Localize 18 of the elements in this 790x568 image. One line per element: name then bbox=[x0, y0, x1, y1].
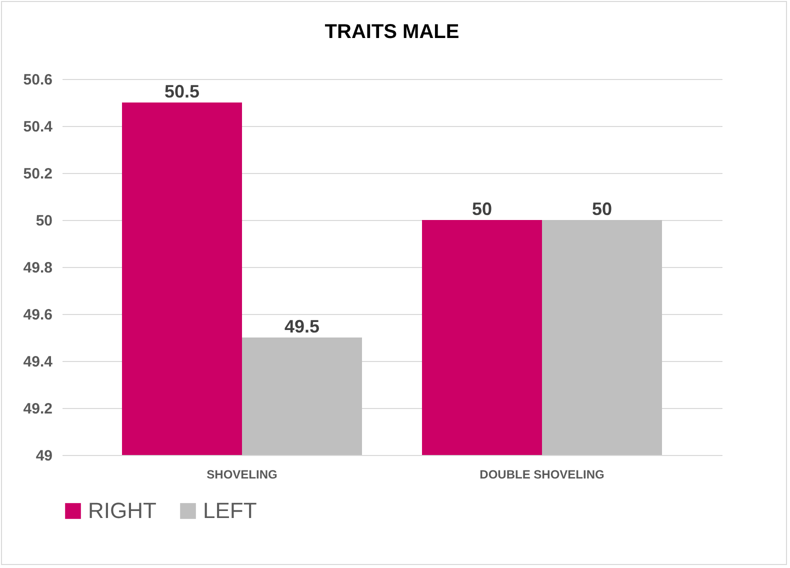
y-tick-label: 50.6 bbox=[23, 72, 52, 88]
y-tick-label: 50.4 bbox=[23, 118, 54, 136]
chart-title: TRAITS MALE bbox=[324, 21, 460, 43]
y-tick-label: 49.8 bbox=[23, 260, 52, 276]
y-tick-label: 50.2 bbox=[23, 166, 52, 182]
y-tick-label: 49 bbox=[36, 448, 52, 464]
y-tick-label: 50 bbox=[36, 212, 52, 230]
legend-label: RIGHT bbox=[88, 498, 156, 523]
y-tick-label: 49.6 bbox=[23, 306, 52, 324]
x-tick-label: DOUBLE SHOVELING bbox=[480, 468, 604, 482]
data-label: 50 bbox=[472, 199, 492, 219]
y-tick-label: 49.4 bbox=[23, 354, 54, 370]
legend-label: LEFT bbox=[203, 498, 257, 523]
data-label: 50.5 bbox=[164, 82, 200, 102]
data-label: 49.5 bbox=[284, 316, 320, 336]
data-label: 50 bbox=[592, 199, 612, 219]
x-tick-label: SHOVELING bbox=[206, 468, 278, 482]
y-tick-label: 49.2 bbox=[23, 400, 52, 418]
